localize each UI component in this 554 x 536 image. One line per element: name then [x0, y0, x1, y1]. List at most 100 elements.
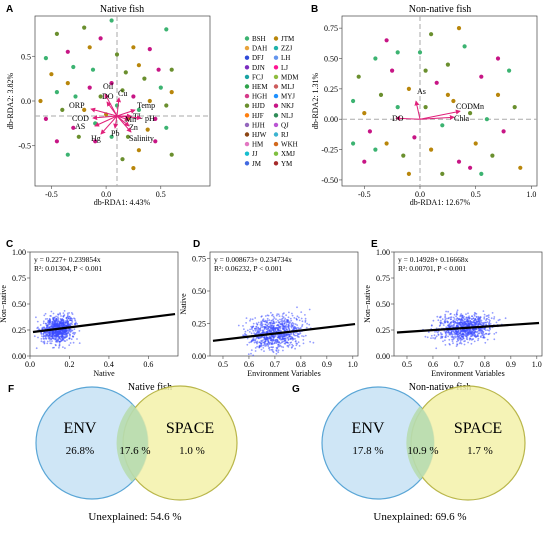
panel-a-point	[109, 81, 114, 86]
panel-b-point	[501, 129, 506, 134]
panel-e-point	[442, 340, 444, 343]
panel-d-point	[246, 343, 249, 346]
panel-d-point	[269, 327, 272, 330]
panel-e-point	[474, 318, 477, 321]
panel-a-point	[147, 47, 152, 52]
panel-a-point	[71, 64, 76, 70]
panel-d-point	[260, 320, 263, 323]
panel-c-point	[58, 337, 61, 340]
panel-d-point	[260, 345, 262, 348]
panel-d-point	[284, 325, 286, 328]
panel-d-point	[285, 318, 288, 321]
panel-d-point	[304, 319, 307, 322]
panel-d-point	[294, 340, 297, 343]
panel-d-point	[254, 329, 257, 332]
panel-b-ytick-label: -0.25	[321, 146, 338, 155]
panel-a-point	[145, 127, 150, 132]
panel-d-point	[297, 326, 299, 329]
panel-d-point	[297, 316, 300, 319]
panel-c-point	[65, 324, 68, 327]
panel-c-point	[65, 335, 68, 338]
panel-e-point	[438, 325, 441, 327]
panel-e-point	[454, 335, 456, 338]
panel-a-point	[164, 125, 169, 130]
panel-b-point	[395, 50, 400, 55]
panel-e-point	[451, 340, 454, 342]
panel-d-point	[287, 321, 290, 323]
panel-c-point	[68, 337, 71, 340]
panel-b-arrow-codmn	[419, 109, 461, 120]
panel-c-point	[51, 331, 54, 334]
panel-d-ticks: 0.5 0.6 0.7 0.8 0.9 1.0 0.75 0.50 0.25 0.00	[192, 255, 358, 370]
panel-d-point	[281, 323, 284, 326]
panel-e-point	[456, 311, 458, 313]
panel-e-point	[436, 331, 439, 334]
panel-d-point	[248, 331, 251, 333]
panel-d-point	[278, 343, 280, 346]
venn-f-space-only: 1.0 %	[179, 445, 205, 457]
panel-a-env-label: Pb	[111, 129, 119, 138]
panel-e-point	[483, 336, 486, 339]
panel-e-point	[484, 341, 487, 344]
panel-d-point	[279, 318, 281, 321]
legend-marker	[244, 93, 250, 99]
panel-d-point	[252, 339, 255, 342]
panel-d-point	[309, 340, 311, 343]
panel-d-point	[283, 333, 285, 335]
legend-marker	[273, 141, 279, 147]
legend-marker	[273, 151, 279, 156]
panel-d-point	[260, 348, 263, 351]
panel-d-point	[283, 319, 286, 321]
panel-e-point	[486, 318, 488, 320]
panel-a-point	[98, 94, 103, 99]
panel-c-point	[56, 341, 59, 343]
panel-b-ytick-label: 0.25	[324, 85, 338, 94]
panel-c-point	[67, 330, 70, 333]
panel-a-env-label: ORP	[69, 101, 85, 110]
panel-a-point	[164, 27, 169, 32]
panel-c-point	[59, 340, 61, 343]
panel-d-point	[274, 340, 277, 343]
panel-c-point	[48, 334, 50, 337]
panel-e-point	[448, 323, 451, 325]
panel-c-point	[49, 323, 51, 326]
panel-c-point	[48, 318, 51, 321]
panel-c-point	[46, 331, 49, 334]
panel-b-point	[362, 111, 367, 116]
panel-d-point	[242, 325, 244, 327]
panel-c-point	[74, 318, 76, 320]
panel-a-ytick-label: -0.5	[18, 142, 31, 151]
panel-a-points	[38, 18, 174, 171]
panel-e-point	[467, 319, 470, 322]
panel-d-point	[294, 338, 296, 340]
panel-c-point	[41, 327, 43, 330]
panel-b-point	[495, 92, 501, 97]
panel-e-point	[456, 322, 458, 325]
panel-c-point	[39, 324, 42, 326]
legend-label: RJ	[281, 131, 289, 139]
panel-d-point	[295, 318, 298, 321]
panel-c-point	[44, 331, 46, 334]
panel-a-ylabel: db-RDA2: 3.82%	[6, 72, 15, 129]
panel-a-point	[169, 152, 174, 157]
panel-b-point	[384, 38, 389, 43]
legend-marker	[244, 113, 250, 118]
panel-d-point	[280, 320, 282, 323]
panel-e-point	[432, 319, 435, 322]
panel-b-ytick-label: 0.50	[324, 55, 338, 64]
panel-d-point	[282, 349, 284, 352]
panel-e-point	[464, 318, 466, 320]
panel-e-point	[459, 318, 462, 321]
panel-d-point	[270, 346, 273, 348]
panel-d-point	[250, 349, 253, 351]
panel-d-point	[294, 347, 296, 350]
panel-e-point	[426, 336, 429, 339]
panel-a-point	[136, 107, 141, 112]
panel-e-point	[449, 321, 452, 324]
panel-d-point	[266, 317, 269, 320]
panel-e-point	[434, 336, 437, 339]
panel-e-point	[473, 314, 476, 317]
panel-d-point	[275, 338, 278, 341]
panel-d-point	[288, 325, 290, 328]
panel-b-title: Non-native fish	[409, 4, 472, 15]
